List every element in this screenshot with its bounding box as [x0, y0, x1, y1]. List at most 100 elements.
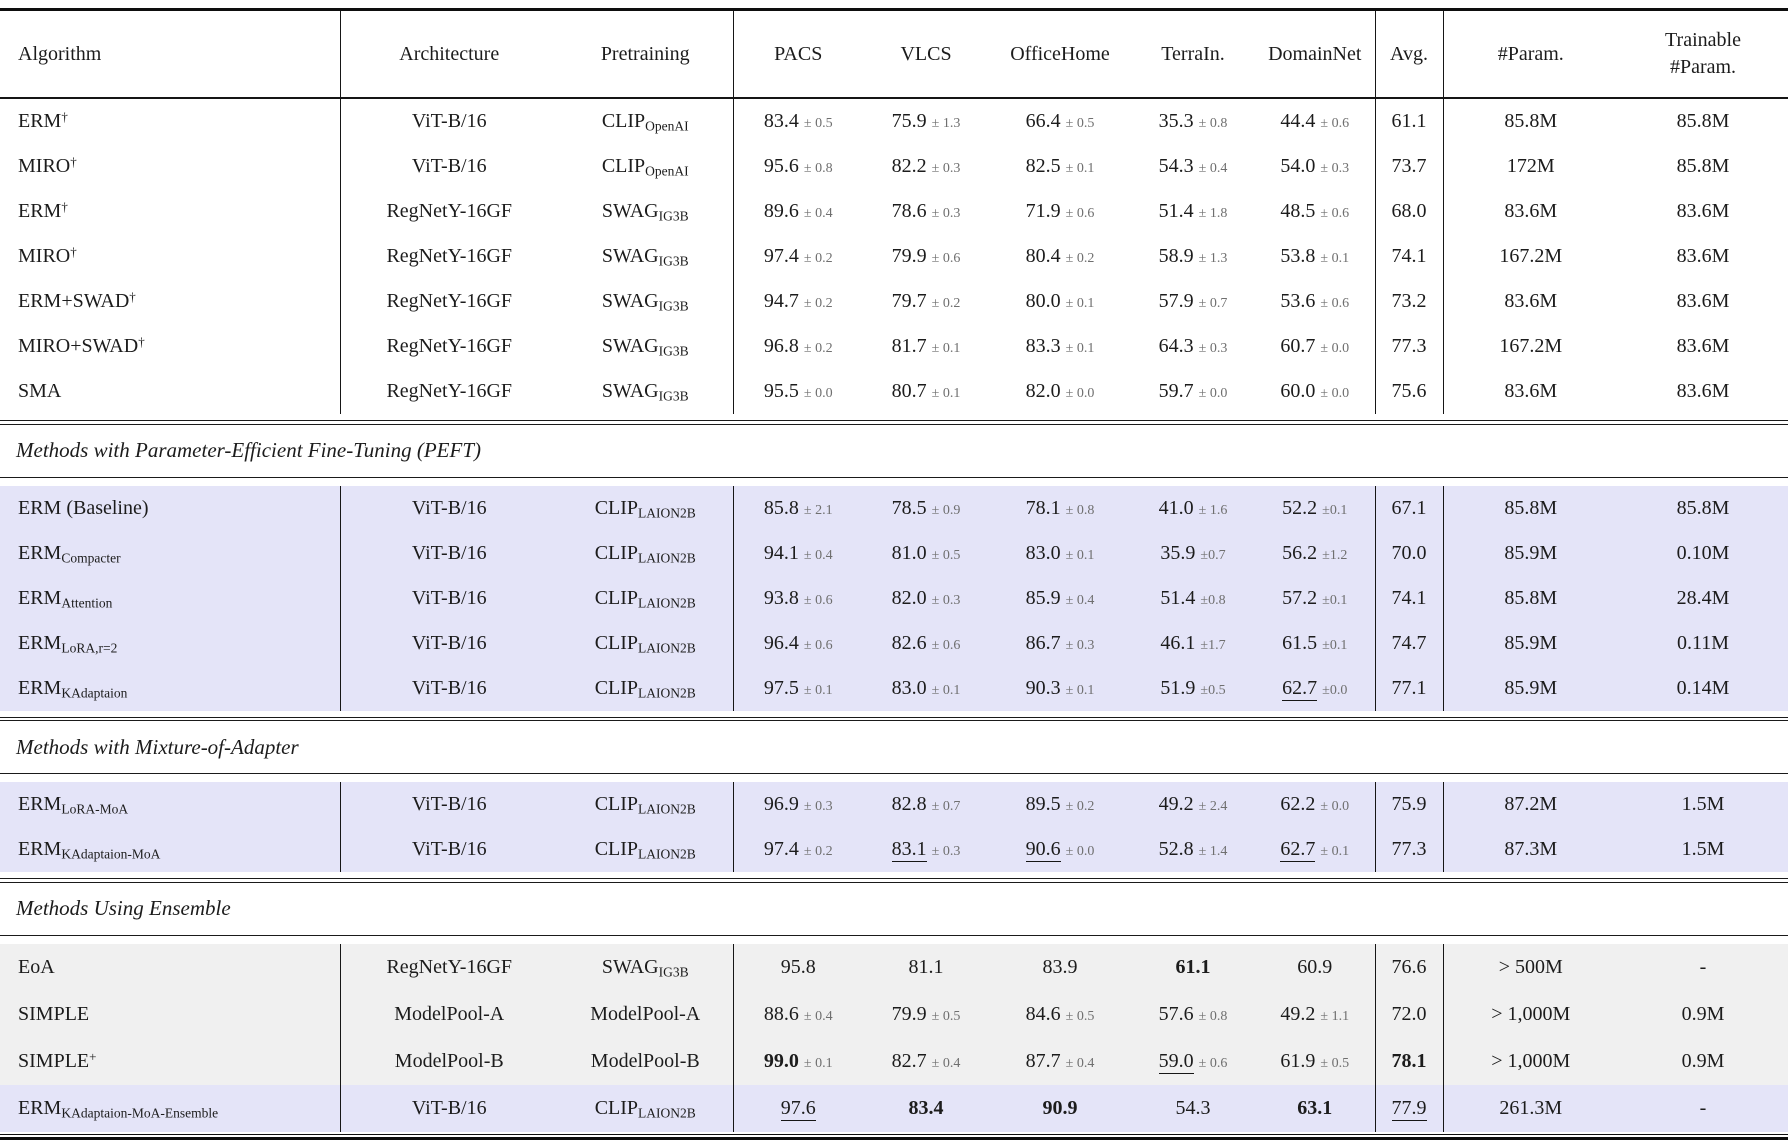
avg-cell: 70.0 [1375, 530, 1444, 576]
architecture-cell: RegNetY-16GF [386, 245, 513, 267]
table-row: MIRO† ViT-B/16 CLIPOpenAI 95.6 ± 0.8 82.2 ± … [0, 144, 1788, 189]
spacer [0, 478, 1788, 486]
algorithm-cell: ERMAttention [0, 575, 341, 621]
algorithm-cell: ERMKAdaptaion-MoA-Ensemble [0, 1084, 341, 1132]
score-cell-domainnet: 60.0 ± 0.0 [1255, 369, 1376, 414]
table-body: ERM† ViT-B/16 CLIPOpenAI 83.4 ± 0.5 75.9 ± 1… [0, 99, 1788, 1140]
score-cell-officehome: 85.9 ± 0.4 [1025, 586, 1095, 609]
score-cell-vlcs: 79.9 ± 0.6 [891, 245, 961, 267]
avg-cell: 77.1 [1375, 665, 1444, 711]
trainable-param-cell: 0.9M [1681, 1002, 1725, 1025]
score-cell-terrain: 51.4 ± 1.8 [1158, 200, 1228, 222]
architecture-cell: ModelPool-B [394, 1049, 504, 1072]
param-cell: 85.9M [1504, 541, 1558, 564]
algorithm-cell: ERMLoRA,r=2 [0, 620, 341, 666]
trainable-param-cell: 83.6M [1676, 290, 1730, 312]
score-cell-officehome: 82.5 ± 0.1 [1025, 155, 1095, 177]
score-cell-pacs: 95.5 ± 0.0 [763, 380, 833, 402]
section-title: Methods Using Ensemble [16, 896, 231, 920]
trainable-param-cell: 85.8M [1676, 496, 1730, 519]
score-cell-domainnet: 62.7 ± 0.1 [1255, 827, 1376, 872]
score-cell-domainnet: 54.0 ± 0.3 [1255, 144, 1376, 189]
param-cell: 85.8M [1504, 110, 1558, 132]
trainable-param-cell: 85.8M [1676, 110, 1730, 132]
score-cell-vlcs: 78.5 ± 0.9 [891, 496, 961, 519]
score-cell-vlcs: 82.0 ± 0.3 [891, 586, 961, 609]
score-cell-officehome: 87.7 ± 0.4 [1025, 1049, 1095, 1072]
score-cell-pacs: 97.4 ± 0.2 [763, 838, 833, 860]
param-cell: 85.9M [1504, 676, 1558, 699]
param-cell: 167.2M [1499, 335, 1563, 357]
table-bottom-rule [0, 1133, 1788, 1140]
table-row: EoA RegNetY-16GF SWAGIG3B 95.8 81.1 83.9 61.1 6… [0, 943, 1788, 991]
avg-cell: 77.3 [1375, 827, 1444, 872]
algorithm-cell: ERM (Baseline) [0, 485, 341, 531]
spacer [0, 774, 1788, 782]
pretraining-cell: CLIPLAION2B [558, 530, 734, 576]
table-section-block: ERM† ViT-B/16 CLIPOpenAI 83.4 ± 0.5 75.9 ± 1… [0, 99, 1788, 414]
score-cell-pacs: 95.8 [780, 955, 816, 978]
score-cell-vlcs: 82.2 ± 0.3 [891, 155, 961, 177]
param-cell: > 500M [1498, 955, 1563, 978]
score-cell-pacs: 94.7 ± 0.2 [763, 290, 833, 312]
param-cell: 261.3M [1499, 1096, 1563, 1119]
section-separator-rule [0, 716, 1788, 721]
score-cell-vlcs: 82.8 ± 0.7 [891, 793, 961, 815]
score-cell-terrain: 35.9 ±0.7 [1160, 541, 1226, 564]
score-cell-domainnet: 56.2 ±1.2 [1255, 530, 1376, 576]
col-header-trainable-params: Trainable #Param. [1618, 11, 1788, 97]
trainable-params-label: Trainable #Param. [1665, 29, 1741, 78]
pretraining-cell: SWAGIG3B [558, 279, 734, 324]
score-cell-terrain: 57.9 ± 0.7 [1158, 290, 1228, 312]
score-cell-officehome: 89.5 ± 0.2 [1025, 793, 1095, 815]
param-cell: 167.2M [1499, 245, 1563, 267]
header-row: Algorithm Architecture Pretraining PACS … [0, 11, 1788, 97]
algorithm-cell: ERMLoRA-MoA [0, 782, 341, 827]
param-cell: > 1,000M [1491, 1002, 1571, 1025]
score-cell-officehome: 83.9 [1042, 955, 1078, 978]
score-cell-vlcs: 82.6 ± 0.6 [891, 631, 961, 654]
avg-cell: 75.6 [1375, 369, 1444, 414]
score-cell-pacs: 85.8 ± 2.1 [763, 496, 833, 519]
algorithm-cell: SMA [0, 369, 341, 414]
score-cell-officehome: 78.1 ± 0.8 [1025, 496, 1095, 519]
table-header: Algorithm Architecture Pretraining PACS … [0, 11, 1788, 97]
score-cell-domainnet: 53.8 ± 0.1 [1255, 234, 1376, 279]
header-bottom-rule [0, 97, 1788, 99]
table-row: ERM+SWAD† RegNetY-16GF SWAGIG3B 94.7 ± 0.2 7… [0, 279, 1788, 324]
score-cell-terrain: 64.3 ± 0.3 [1158, 335, 1228, 357]
score-cell-officehome: 80.0 ± 0.1 [1025, 290, 1095, 312]
algorithm-cell: ERMKAdaptaion-MoA [0, 827, 341, 872]
score-cell-pacs: 89.6 ± 0.4 [763, 200, 833, 222]
avg-cell: 73.2 [1375, 279, 1444, 324]
score-cell-domainnet: 61.9 ± 0.5 [1255, 1037, 1376, 1085]
trainable-param-cell: 1.5M [1681, 838, 1725, 860]
section-title: Methods with Parameter-Efficient Fine-Tu… [16, 438, 482, 462]
pretraining-cell: CLIPLAION2B [558, 575, 734, 621]
avg-cell: 78.1 [1375, 1037, 1444, 1085]
score-cell-pacs: 97.5 ± 0.1 [763, 676, 833, 699]
architecture-cell: ViT-B/16 [411, 496, 487, 519]
score-cell-domainnet: 62.2 ± 0.0 [1255, 782, 1376, 827]
score-cell-vlcs: 81.7 ± 0.1 [891, 335, 961, 357]
score-cell-domainnet: 49.2 ± 1.1 [1255, 990, 1376, 1038]
col-header-vlcs: VLCS [900, 42, 952, 65]
param-cell: 87.3M [1504, 838, 1558, 860]
pretraining-cell: SWAGIG3B [558, 943, 734, 991]
avg-cell: 61.1 [1375, 99, 1444, 144]
score-cell-officehome: 90.9 [1042, 1096, 1078, 1119]
table-section-block: ERMLoRA-MoA ViT-B/16 CLIPLAION2B 96.9 ± 0.3… [0, 782, 1788, 872]
table-row: MIRO† RegNetY-16GF SWAGIG3B 97.4 ± 0.2 79.9 … [0, 234, 1788, 279]
trainable-param-cell: 83.6M [1676, 335, 1730, 357]
score-cell-terrain: 41.0 ± 1.6 [1158, 496, 1228, 519]
table-row: SIMPLE ModelPool-A ModelPool-A 88.6 ± 0.4 79… [0, 990, 1788, 1038]
score-cell-terrain: 46.1 ±1.7 [1160, 631, 1226, 654]
trainable-param-cell: 28.4M [1676, 586, 1730, 609]
table-row: ERM† ViT-B/16 CLIPOpenAI 83.4 ± 0.5 75.9 ± 1… [0, 99, 1788, 144]
param-cell: 87.2M [1504, 793, 1558, 815]
avg-cell: 68.0 [1375, 189, 1444, 234]
pretraining-cell: ModelPool-A [558, 990, 734, 1038]
architecture-cell: RegNetY-16GF [386, 380, 513, 402]
pretraining-cell: CLIPLAION2B [558, 827, 734, 872]
